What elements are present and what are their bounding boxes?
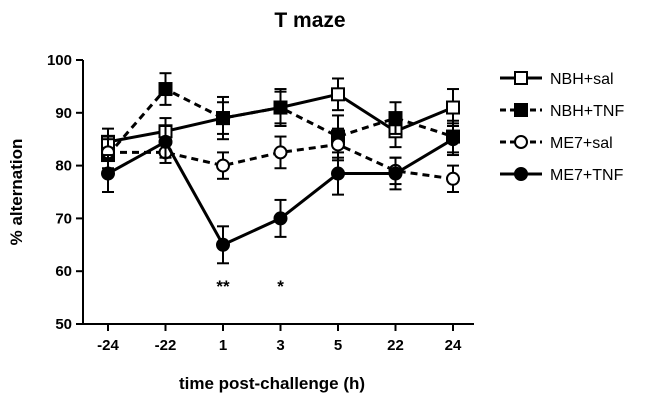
data-point bbox=[446, 171, 460, 186]
data-point bbox=[331, 87, 345, 102]
x-tick-label: 1 bbox=[219, 337, 227, 354]
data-point bbox=[158, 82, 173, 97]
chart-title: T maze bbox=[274, 9, 345, 32]
y-tick-label: 50 bbox=[55, 316, 72, 333]
data-point bbox=[446, 132, 460, 147]
data-point bbox=[273, 211, 288, 226]
y-tick-label: 60 bbox=[55, 263, 72, 280]
significance-annotation: ** bbox=[216, 277, 230, 296]
legend-marker bbox=[514, 167, 528, 181]
legend-marker bbox=[514, 135, 528, 149]
legend-label: ME7+TNF bbox=[550, 167, 624, 184]
x-axis-label: time post-challenge (h) bbox=[179, 374, 365, 393]
data-point bbox=[101, 166, 115, 181]
x-tick-label: 24 bbox=[445, 337, 462, 354]
data-point bbox=[273, 100, 288, 115]
x-tick-label: 5 bbox=[334, 337, 342, 354]
y-axis-label: % alternation bbox=[7, 139, 26, 246]
y-tick-label: 90 bbox=[55, 105, 72, 122]
legend-marker bbox=[514, 71, 528, 85]
data-point bbox=[216, 237, 230, 252]
data-point bbox=[388, 166, 403, 181]
series-me7-tnf bbox=[101, 122, 460, 265]
y-tick-label: 80 bbox=[55, 158, 72, 175]
y-tick-label: 100 bbox=[47, 52, 72, 69]
data-point bbox=[273, 145, 288, 160]
data-point bbox=[216, 111, 230, 126]
data-point bbox=[388, 111, 403, 126]
x-tick-label: 22 bbox=[387, 337, 404, 354]
legend-label: ME7+sal bbox=[550, 135, 613, 152]
legend-label: NBH+TNF bbox=[550, 103, 624, 120]
data-point bbox=[446, 100, 460, 115]
data-point bbox=[216, 158, 230, 173]
legend-marker bbox=[514, 103, 528, 117]
data-point bbox=[331, 166, 345, 181]
data-point bbox=[158, 134, 173, 149]
y-tick-label: 70 bbox=[55, 210, 72, 227]
data-point bbox=[331, 137, 345, 152]
legend-label: NBH+sal bbox=[550, 71, 614, 88]
x-tick-label: 3 bbox=[276, 337, 284, 354]
x-tick-label: -22 bbox=[155, 337, 177, 354]
series-me7-sal bbox=[101, 127, 460, 193]
x-tick-label: -24 bbox=[97, 337, 119, 354]
legend: NBH+sal NBH+TNF ME7+sal ME7+TNF bbox=[500, 71, 624, 184]
significance-annotation: * bbox=[277, 277, 284, 296]
